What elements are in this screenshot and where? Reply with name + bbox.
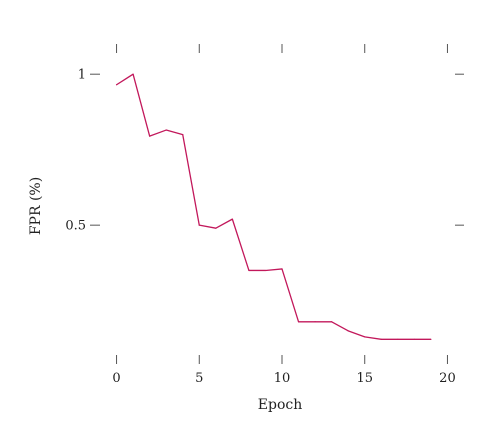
data-point (248, 269, 250, 272)
data-point (215, 227, 217, 229)
data-point (115, 84, 118, 86)
data-point (364, 336, 366, 338)
y-tick-label-0: 0.5 (65, 219, 86, 234)
data-point (347, 330, 349, 332)
x-tick-label-3: 15 (356, 371, 373, 386)
data-point (231, 218, 233, 220)
data-point (380, 338, 382, 340)
data-point (413, 338, 415, 340)
y-tick-label-1: 1 (78, 68, 86, 83)
data-point (182, 133, 184, 136)
data-point (264, 269, 267, 272)
x-axis-ticks: 0 5 10 15 20 (112, 44, 456, 386)
data-point (132, 73, 134, 75)
x-tick-label-0: 0 (112, 371, 120, 386)
data-point (198, 224, 200, 226)
data-point (281, 268, 283, 270)
x-tick-label-4: 20 (439, 371, 456, 386)
y-axis-label: FPR (%) (28, 177, 44, 235)
series-line-0 (116, 73, 431, 340)
data-point (149, 135, 151, 137)
data-point (397, 338, 399, 340)
data-point (331, 321, 333, 323)
data-point (314, 321, 316, 323)
x-tick-label-1: 5 (195, 371, 203, 386)
data-point (430, 338, 432, 340)
series-layer (115, 73, 432, 340)
x-tick-label-2: 10 (274, 371, 291, 386)
x-axis-label: Epoch (258, 397, 302, 413)
data-point (297, 321, 300, 323)
data-point (165, 129, 167, 131)
y-axis-ticks: 0.51 (65, 68, 464, 234)
